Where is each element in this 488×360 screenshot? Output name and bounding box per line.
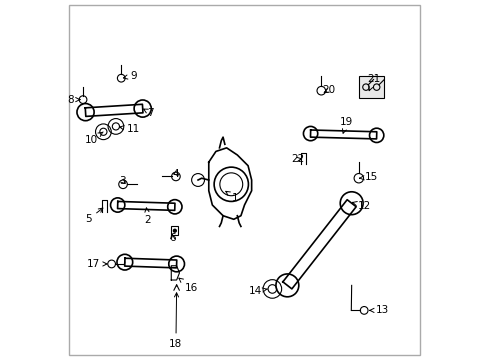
Text: 10: 10 bbox=[85, 132, 103, 145]
Text: 12: 12 bbox=[352, 201, 370, 211]
Text: 18: 18 bbox=[169, 293, 182, 348]
Text: 1: 1 bbox=[225, 191, 238, 203]
Text: 2: 2 bbox=[144, 208, 151, 225]
FancyBboxPatch shape bbox=[358, 76, 383, 98]
Text: 17: 17 bbox=[86, 259, 107, 269]
Text: 22: 22 bbox=[291, 154, 304, 164]
Text: 15: 15 bbox=[359, 172, 378, 182]
Text: 21: 21 bbox=[366, 74, 380, 91]
Text: 16: 16 bbox=[179, 278, 197, 293]
Text: 19: 19 bbox=[340, 117, 353, 133]
Circle shape bbox=[173, 229, 176, 232]
Text: 20: 20 bbox=[322, 85, 335, 95]
Text: 7: 7 bbox=[143, 108, 154, 118]
Text: 13: 13 bbox=[369, 305, 388, 315]
Text: 6: 6 bbox=[169, 233, 176, 243]
Text: 3: 3 bbox=[119, 176, 125, 186]
Text: 8: 8 bbox=[67, 95, 80, 105]
Text: 5: 5 bbox=[85, 208, 102, 224]
Text: 11: 11 bbox=[120, 124, 140, 134]
Text: 14: 14 bbox=[248, 287, 266, 296]
Text: 9: 9 bbox=[123, 71, 137, 81]
Text: 4: 4 bbox=[172, 168, 179, 179]
